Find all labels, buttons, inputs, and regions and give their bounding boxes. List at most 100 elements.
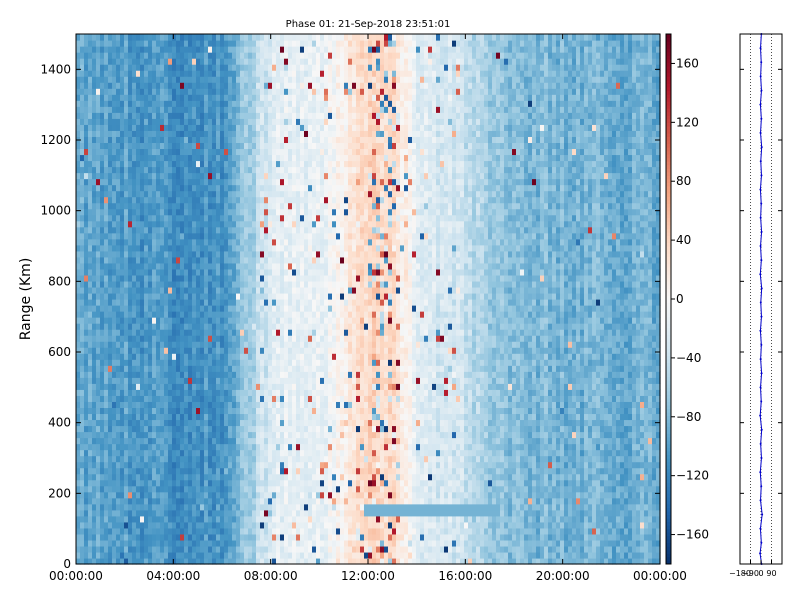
heatmap-cell bbox=[200, 190, 205, 198]
heatmap-cell bbox=[212, 419, 217, 427]
heatmap-cell bbox=[296, 479, 301, 487]
heatmap-cell bbox=[224, 196, 229, 204]
heatmap-cell bbox=[104, 329, 109, 336]
heatmap-cell bbox=[156, 473, 161, 481]
heatmap-cell bbox=[236, 256, 241, 264]
heatmap-cell bbox=[128, 329, 133, 336]
heatmap-cell bbox=[280, 437, 285, 445]
heatmap-cell bbox=[100, 160, 105, 168]
heatmap-cell bbox=[144, 371, 149, 378]
heatmap-cell bbox=[92, 407, 97, 415]
heatmap-cell bbox=[108, 479, 113, 487]
heatmap-cell bbox=[76, 178, 81, 186]
heatmap-cell bbox=[176, 449, 181, 457]
heatmap-cell bbox=[128, 353, 133, 360]
heatmap-cell bbox=[196, 503, 201, 511]
heatmap-cell bbox=[172, 401, 177, 409]
heatmap-cell bbox=[96, 557, 101, 565]
heatmap-cell bbox=[240, 160, 245, 168]
heatmap-cell bbox=[188, 244, 193, 252]
heatmap-cell bbox=[280, 401, 285, 409]
heatmap-cell bbox=[192, 299, 197, 306]
heatmap-cell bbox=[224, 479, 229, 487]
heatmap-cell bbox=[120, 395, 125, 402]
heatmap-cell bbox=[92, 461, 97, 469]
heatmap-cell bbox=[300, 557, 305, 565]
heatmap-cell bbox=[228, 208, 233, 216]
heatmap-cell bbox=[220, 190, 225, 198]
heatmap-cell bbox=[164, 377, 169, 384]
heatmap-cell bbox=[76, 347, 81, 354]
heatmap-cell bbox=[200, 389, 205, 396]
heatmap-cell bbox=[260, 178, 265, 186]
heatmap-cell bbox=[196, 184, 201, 192]
heatmap-cell bbox=[296, 449, 301, 457]
heatmap-cell bbox=[224, 190, 229, 198]
heatmap-cell bbox=[116, 509, 121, 517]
heatmap-cell bbox=[112, 503, 117, 511]
heatmap-cell bbox=[76, 250, 81, 258]
heatmap-cell bbox=[176, 299, 181, 306]
heatmap-cell bbox=[180, 214, 185, 222]
heatmap-cell bbox=[264, 521, 269, 529]
heatmap-cell bbox=[280, 148, 285, 156]
heatmap-cell bbox=[84, 299, 89, 306]
heatmap-cell bbox=[148, 130, 153, 137]
heatmap-cell bbox=[96, 503, 101, 511]
heatmap-cell bbox=[184, 292, 189, 300]
heatmap-cell bbox=[188, 286, 193, 294]
heatmap-cell bbox=[152, 184, 157, 192]
heatmap-cell bbox=[176, 515, 181, 523]
heatmap-cell bbox=[192, 160, 197, 168]
heatmap-cell bbox=[136, 46, 141, 53]
heatmap-cell bbox=[284, 491, 289, 499]
heatmap-cell bbox=[244, 256, 249, 264]
heatmap-cell bbox=[164, 76, 169, 83]
heatmap-cell bbox=[252, 64, 257, 71]
heatmap-cell bbox=[124, 485, 129, 493]
heatmap-cell bbox=[196, 166, 201, 174]
heatmap-cell bbox=[232, 419, 237, 427]
heatmap-cell bbox=[120, 208, 125, 216]
heatmap-cell bbox=[252, 491, 257, 499]
heatmap-cell bbox=[180, 341, 185, 348]
heatmap-cell bbox=[96, 160, 101, 168]
heatmap-cell bbox=[92, 100, 97, 107]
heatmap-cell bbox=[160, 190, 165, 198]
heatmap-cell bbox=[296, 64, 301, 71]
heatmap-cell bbox=[184, 515, 189, 523]
heatmap-cell bbox=[184, 88, 189, 95]
heatmap-cell bbox=[140, 527, 145, 535]
heatmap-cell bbox=[236, 311, 241, 318]
heatmap-cell bbox=[172, 347, 177, 354]
heatmap-cell bbox=[176, 34, 181, 41]
heatmap-cell bbox=[276, 118, 281, 125]
heatmap-cell bbox=[156, 311, 161, 318]
heatmap-cell bbox=[164, 527, 169, 535]
heatmap-cell bbox=[76, 70, 81, 77]
heatmap-cell bbox=[248, 190, 253, 198]
heatmap-cell bbox=[212, 280, 217, 288]
heatmap-cell bbox=[80, 533, 85, 541]
heatmap-cell bbox=[244, 473, 249, 481]
heatmap-cell bbox=[152, 515, 157, 523]
heatmap-cell bbox=[184, 262, 189, 270]
heatmap-cell bbox=[128, 485, 133, 493]
heatmap-cell bbox=[92, 286, 97, 294]
heatmap-cell bbox=[232, 70, 237, 77]
heatmap-cell bbox=[224, 431, 229, 439]
heatmap-cell bbox=[280, 323, 285, 330]
heatmap-cell bbox=[272, 431, 277, 439]
heatmap-cell bbox=[292, 473, 297, 481]
heatmap-cell bbox=[124, 413, 129, 421]
heatmap-cell bbox=[240, 220, 245, 228]
heatmap-cell bbox=[76, 323, 81, 330]
heatmap-cell bbox=[144, 124, 149, 131]
heatmap-cell bbox=[216, 323, 221, 330]
heatmap-cell bbox=[108, 76, 113, 83]
heatmap-cell bbox=[148, 250, 153, 258]
heatmap-cell bbox=[236, 220, 241, 228]
heatmap-cell bbox=[256, 220, 261, 228]
heatmap-cell bbox=[144, 329, 149, 336]
heatmap-cell bbox=[256, 335, 261, 342]
